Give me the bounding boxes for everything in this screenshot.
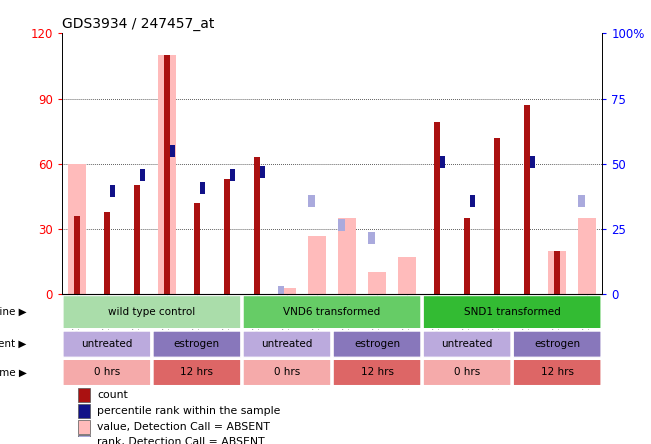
Text: count: count: [97, 390, 128, 400]
FancyBboxPatch shape: [243, 360, 331, 385]
Bar: [224, 179, 230, 294]
Text: GDS3934 / 247457_at: GDS3934 / 247457_at: [62, 17, 214, 31]
Text: rank, Detection Call = ABSENT: rank, Detection Call = ABSENT: [97, 437, 264, 444]
Text: untreated: untreated: [441, 339, 493, 349]
Bar: [278, 286, 284, 298]
Bar: [525, 105, 530, 294]
FancyBboxPatch shape: [423, 296, 601, 329]
Text: VND6 transformed: VND6 transformed: [283, 307, 381, 317]
Bar: [278, 288, 296, 294]
FancyBboxPatch shape: [333, 360, 421, 385]
Text: SND1 transformed: SND1 transformed: [464, 307, 561, 317]
Bar: [368, 273, 386, 294]
FancyBboxPatch shape: [63, 360, 150, 385]
Text: 12 hrs: 12 hrs: [361, 368, 394, 377]
FancyBboxPatch shape: [153, 331, 241, 357]
Bar: [78, 404, 90, 418]
Text: estrogen: estrogen: [354, 339, 400, 349]
Bar: [308, 235, 326, 294]
Text: estrogen: estrogen: [174, 339, 220, 349]
Bar: [134, 186, 139, 294]
Bar: [78, 435, 90, 444]
Bar: [260, 166, 265, 178]
Text: 12 hrs: 12 hrs: [540, 368, 574, 377]
Bar: [338, 218, 344, 230]
Text: agent ▶: agent ▶: [0, 339, 27, 349]
Bar: [140, 169, 145, 181]
FancyBboxPatch shape: [514, 360, 601, 385]
Bar: [548, 251, 566, 294]
Bar: [470, 195, 475, 207]
Bar: [255, 157, 260, 294]
Bar: [194, 203, 200, 294]
Bar: [158, 55, 176, 294]
Bar: [530, 156, 535, 168]
FancyBboxPatch shape: [423, 360, 511, 385]
FancyBboxPatch shape: [63, 296, 241, 329]
Bar: [578, 218, 596, 294]
Bar: [368, 232, 374, 244]
Bar: [338, 218, 356, 294]
Text: estrogen: estrogen: [534, 339, 580, 349]
Bar: [398, 257, 417, 294]
Bar: [68, 164, 86, 294]
Text: cell line ▶: cell line ▶: [0, 307, 27, 317]
FancyBboxPatch shape: [243, 296, 421, 329]
Bar: [170, 146, 174, 158]
Bar: [464, 218, 470, 294]
Bar: [440, 156, 445, 168]
Bar: [78, 388, 90, 402]
Text: untreated: untreated: [261, 339, 312, 349]
Bar: [164, 55, 170, 294]
Bar: [230, 169, 235, 181]
Bar: [578, 195, 585, 207]
Bar: [74, 216, 79, 294]
Text: 0 hrs: 0 hrs: [454, 368, 480, 377]
Bar: [78, 420, 90, 434]
FancyBboxPatch shape: [514, 331, 601, 357]
Bar: [434, 123, 440, 294]
Text: 0 hrs: 0 hrs: [274, 368, 300, 377]
FancyBboxPatch shape: [63, 331, 150, 357]
Bar: [200, 182, 205, 194]
Text: value, Detection Call = ABSENT: value, Detection Call = ABSENT: [97, 422, 270, 432]
Text: 12 hrs: 12 hrs: [180, 368, 214, 377]
FancyBboxPatch shape: [153, 360, 241, 385]
Text: wild type control: wild type control: [108, 307, 195, 317]
Bar: [555, 251, 560, 294]
Text: percentile rank within the sample: percentile rank within the sample: [97, 406, 281, 416]
Text: untreated: untreated: [81, 339, 133, 349]
FancyBboxPatch shape: [423, 331, 511, 357]
Text: 0 hrs: 0 hrs: [94, 368, 120, 377]
Bar: [104, 212, 109, 294]
Bar: [308, 195, 314, 207]
Bar: [110, 185, 115, 197]
Text: time ▶: time ▶: [0, 368, 27, 377]
FancyBboxPatch shape: [333, 331, 421, 357]
FancyBboxPatch shape: [243, 331, 331, 357]
Bar: [494, 138, 500, 294]
